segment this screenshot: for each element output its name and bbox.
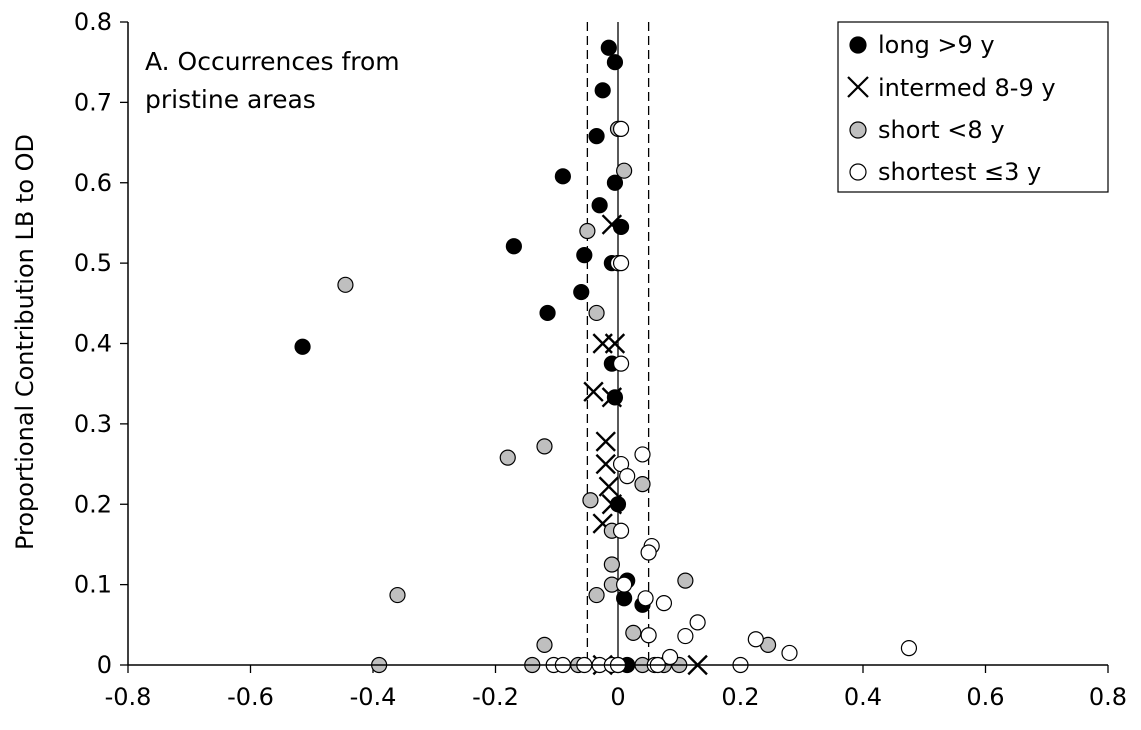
legend-marker-long — [849, 36, 867, 54]
y-tick-label-6: 0.6 — [74, 169, 112, 197]
point-series-3-16 — [747, 631, 764, 648]
point-series-2-10 — [603, 556, 620, 573]
point-series-3-18 — [900, 640, 918, 657]
point-series-3-0 — [612, 120, 630, 137]
y-tick-label-0: 0 — [97, 651, 112, 679]
legend: long >9 y intermed 8-9 y short <8 y shor… — [837, 21, 1109, 193]
point-series-3-9 — [640, 544, 657, 561]
point-series-1-7 — [598, 476, 620, 497]
point-series-3-17 — [781, 644, 798, 662]
point-series-3-12 — [655, 595, 673, 612]
point-series-3-7 — [612, 522, 630, 539]
point-series-3-4 — [634, 446, 651, 463]
point-series-3-10 — [616, 576, 633, 593]
y-tick-label-1: 0.1 — [74, 571, 112, 599]
legend-label-long: long >9 y — [878, 31, 995, 59]
point-series-1-2 — [604, 333, 626, 354]
x-tick-label-2: -0.4 — [350, 683, 397, 711]
point-series-3-3 — [612, 355, 630, 372]
point-series-2-1 — [616, 162, 633, 179]
y-tick-label-3: 0.3 — [74, 410, 112, 438]
panel-annotation-line-1: A. Occurrences from — [145, 47, 400, 76]
x-tick-label-1: -0.6 — [227, 683, 274, 711]
point-series-0-3 — [588, 128, 605, 145]
x-tick-label-8: 0.8 — [1089, 683, 1127, 711]
point-series-2-12 — [588, 586, 605, 604]
point-series-2-5 — [536, 438, 553, 455]
point-series-1-5 — [595, 431, 616, 452]
point-series-3-14 — [640, 627, 657, 644]
point-series-1-4 — [601, 387, 623, 408]
point-series-0-9 — [576, 246, 593, 264]
y-axis-title: Proportional Contribution LB to OD — [11, 134, 39, 550]
point-series-0-13 — [539, 304, 556, 322]
legend-label-shortest: shortest ≤3 y — [878, 158, 1041, 186]
x-tick-label-4: 0 — [610, 683, 625, 711]
x-tick-label-6: 0.4 — [844, 683, 882, 711]
point-series-0-2 — [594, 82, 611, 99]
point-series-2-8 — [582, 492, 599, 509]
point-series-0-12 — [573, 283, 590, 301]
point-series-2-15 — [625, 624, 642, 641]
point-series-3-13 — [689, 614, 706, 631]
panel-annotation-line-2: pristine areas — [145, 85, 316, 114]
point-series-0-1 — [606, 54, 624, 71]
y-tick-label-4: 0.4 — [74, 330, 112, 358]
point-series-1-6 — [595, 453, 616, 475]
point-series-1-0 — [601, 214, 623, 235]
point-series-2-16 — [536, 636, 553, 654]
legend-box — [837, 21, 1109, 193]
point-series-0-19 — [616, 590, 633, 607]
point-series-0-16 — [606, 389, 624, 406]
point-series-0-14 — [294, 338, 311, 355]
data-points — [294, 39, 918, 676]
point-series-1-3 — [583, 381, 604, 402]
legend-marker-shortest — [849, 163, 867, 181]
point-series-0-8 — [505, 238, 522, 255]
point-series-2-14 — [677, 572, 694, 589]
point-series-3-6 — [619, 468, 636, 485]
x-tick-label-5: 0.2 — [721, 683, 759, 711]
point-series-1-8 — [601, 494, 623, 515]
legend-label-short: short <8 y — [878, 116, 1005, 144]
point-series-3-15 — [677, 627, 694, 645]
point-series-0-6 — [591, 197, 608, 214]
point-series-2-3 — [588, 304, 605, 322]
point-series-3-2 — [612, 255, 630, 272]
legend-marker-short — [849, 121, 867, 139]
plot-frame — [127, 22, 1108, 666]
point-series-2-4 — [337, 276, 354, 293]
y-tick-label-7: 0.7 — [74, 88, 112, 116]
x-tick-label-7: 0.6 — [966, 683, 1004, 711]
y-tick-label-8: 0.8 — [74, 8, 112, 36]
point-series-0-0 — [600, 39, 617, 56]
point-series-0-4 — [606, 174, 624, 191]
y-tick-label-2: 0.2 — [74, 490, 112, 518]
y-tick-label-5: 0.5 — [74, 249, 112, 277]
point-series-0-5 — [554, 168, 571, 185]
axes: -0.8 -0.6 -0.4 -0.2 0 0.2 0.4 0.6 0.8 0 0.1 0.2 0.3 0… — [74, 8, 1127, 711]
point-series-2-2 — [579, 222, 596, 240]
x-tick-label-0: -0.8 — [105, 683, 152, 711]
legend-label-intermed: intermed 8-9 y — [878, 74, 1056, 102]
point-series-2-7 — [634, 476, 651, 493]
x-tick-label-3: -0.2 — [472, 683, 519, 711]
point-series-2-6 — [499, 449, 516, 466]
point-series-3-11 — [637, 590, 654, 607]
legend-marker-intermed — [847, 76, 869, 98]
point-series-2-13 — [389, 586, 406, 604]
